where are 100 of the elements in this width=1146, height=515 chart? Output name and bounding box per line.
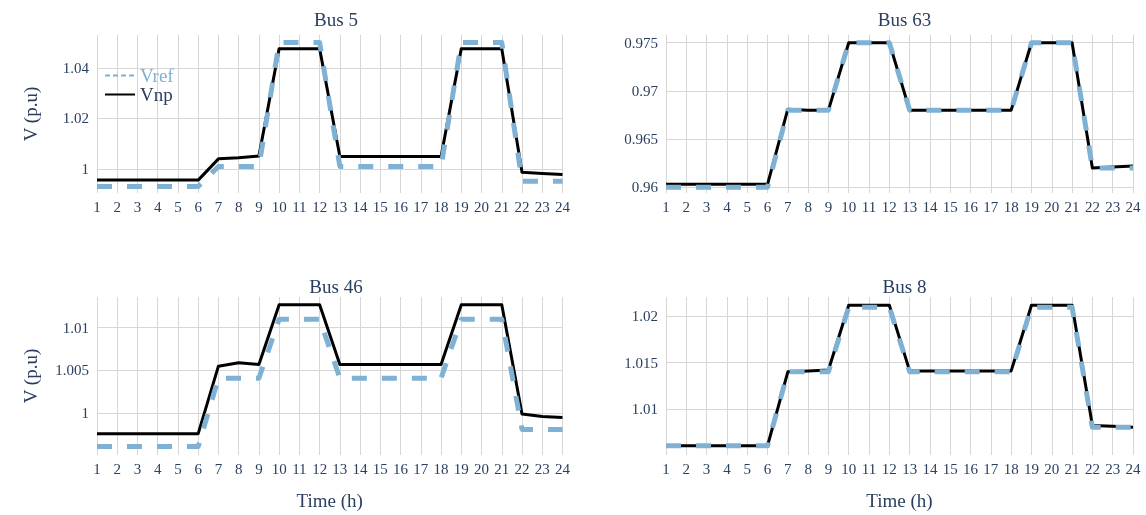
x-tick-label: 16 <box>393 198 409 215</box>
x-tick-label: 13 <box>332 198 348 215</box>
y-tick-label: 1.02 <box>631 308 658 325</box>
x-tick-label: 11 <box>861 460 877 477</box>
x-tick-label: 10 <box>841 198 857 215</box>
x-tick-label: 21 <box>1064 460 1080 477</box>
x-tick-label: 23 <box>1105 198 1121 215</box>
x-tick-label: 24 <box>555 460 571 477</box>
x-tick-label: 15 <box>372 460 388 477</box>
x-tick-label: 17 <box>983 460 999 477</box>
x-tick-label: 12 <box>881 198 897 215</box>
x-tick-label: 6 <box>763 460 772 477</box>
line-series <box>95 303 564 436</box>
x-tick-label: 18 <box>433 460 449 477</box>
x-tick-label: 23 <box>1105 460 1121 477</box>
x-tick-label: 2 <box>113 460 121 477</box>
x-tick-label: 22 <box>514 460 530 477</box>
x-tick-label: 22 <box>1084 198 1100 215</box>
x-tick-label: 18 <box>433 198 449 215</box>
x-tick-label: 7 <box>214 460 223 477</box>
chart-title: Bus 46 <box>309 276 363 297</box>
y-tick-label: 1 <box>81 160 89 177</box>
x-tick-label: 3 <box>702 198 711 215</box>
x-tick-label: 4 <box>723 460 732 477</box>
x-tick-label: 20 <box>474 198 490 215</box>
x-tick-label: 17 <box>983 198 999 215</box>
x-tick-label: 6 <box>763 198 772 215</box>
x-tick-label: 22 <box>514 198 530 215</box>
x-tick-label: 5 <box>743 460 751 477</box>
x-tick-label: 24 <box>555 198 571 215</box>
y-tick-label: 1.02 <box>62 110 89 127</box>
x-tick-label: 21 <box>494 460 510 477</box>
x-tick-label: 8 <box>234 460 243 477</box>
x-tick-label: 24 <box>1125 460 1141 477</box>
x-tick-label: 1 <box>662 198 670 215</box>
x-tick-label: 3 <box>133 460 142 477</box>
x-tick-label: 10 <box>271 198 287 215</box>
x-tick-label: 20 <box>1044 460 1060 477</box>
y-tick-label: 1 <box>81 405 89 422</box>
x-tick-label: 8 <box>234 198 243 215</box>
x-tick-label: 7 <box>784 198 793 215</box>
x-tick-label: 14 <box>922 460 938 477</box>
x-tick-label: 7 <box>784 460 793 477</box>
x-tick-label: 2 <box>682 460 691 477</box>
x-tick-label: 10 <box>841 460 857 477</box>
y-tick-label: 0.97 <box>631 82 659 99</box>
x-tick-label: 21 <box>1064 198 1080 215</box>
x-tick-label: 20 <box>474 460 490 477</box>
y-tick-label: 1.01 <box>62 319 89 336</box>
x-tick-label: 12 <box>312 460 328 477</box>
x-tick-label: 1 <box>662 460 670 477</box>
x-tick-label: 15 <box>942 198 958 215</box>
x-tick-label: 16 <box>393 460 409 477</box>
x-tick-label: 15 <box>372 198 388 215</box>
y-axis-title: V (p.u) <box>20 86 42 142</box>
x-tick-label: 16 <box>963 460 979 477</box>
x-tick-label: 23 <box>534 198 550 215</box>
y-tick-label: 1.015 <box>624 354 658 371</box>
x-tick-label: 17 <box>413 198 429 215</box>
y-tick-label: 0.965 <box>624 131 658 148</box>
chart-title: Bus 63 <box>877 9 932 30</box>
x-tick-label: 1 <box>93 198 101 215</box>
x-tick-label: 11 <box>292 198 307 215</box>
x-tick-label: 6 <box>194 198 203 215</box>
x-tick-label: 9 <box>824 198 833 215</box>
x-axis-title: Time (h) <box>296 490 363 512</box>
x-tick-label: 19 <box>1023 460 1039 477</box>
x-axis-title: Time (h) <box>866 490 933 512</box>
y-axis-title: V (p.u) <box>20 348 42 404</box>
x-tick-label: 24 <box>1125 198 1141 215</box>
chart-title: Bus 5 <box>314 9 358 30</box>
x-tick-label: 9 <box>255 460 263 477</box>
x-tick-label: 18 <box>1003 198 1019 215</box>
x-tick-label: 8 <box>804 198 812 215</box>
x-tick-label: 4 <box>153 198 162 215</box>
x-tick-label: 4 <box>153 460 162 477</box>
x-tick-label: 4 <box>723 198 732 215</box>
x-tick-label: 5 <box>743 198 751 215</box>
x-tick-label: 3 <box>702 460 711 477</box>
y-tick-label: 1.005 <box>55 362 89 379</box>
x-tick-label: 11 <box>861 198 877 215</box>
y-tick-label: 0.975 <box>624 34 658 51</box>
x-tick-label: 5 <box>174 460 182 477</box>
x-tick-label: 3 <box>133 198 142 215</box>
x-tick-label: 2 <box>113 198 121 215</box>
x-tick-label: 19 <box>453 460 469 477</box>
x-tick-label: 13 <box>902 460 918 477</box>
y-tick-label: 0.96 <box>631 179 659 196</box>
x-tick-label: 19 <box>1023 198 1039 215</box>
chart-title: Bus 8 <box>882 276 927 297</box>
x-tick-label: 11 <box>292 460 307 477</box>
x-tick-label: 16 <box>963 198 979 215</box>
y-tick-label: 1.01 <box>631 400 658 417</box>
x-tick-label: 12 <box>312 198 328 215</box>
x-tick-label: 14 <box>352 198 369 215</box>
x-tick-label: 9 <box>255 198 263 215</box>
x-tick-label: 13 <box>902 198 918 215</box>
x-tick-label: 23 <box>534 460 550 477</box>
x-tick-label: 8 <box>804 460 812 477</box>
x-tick-label: 7 <box>214 198 223 215</box>
